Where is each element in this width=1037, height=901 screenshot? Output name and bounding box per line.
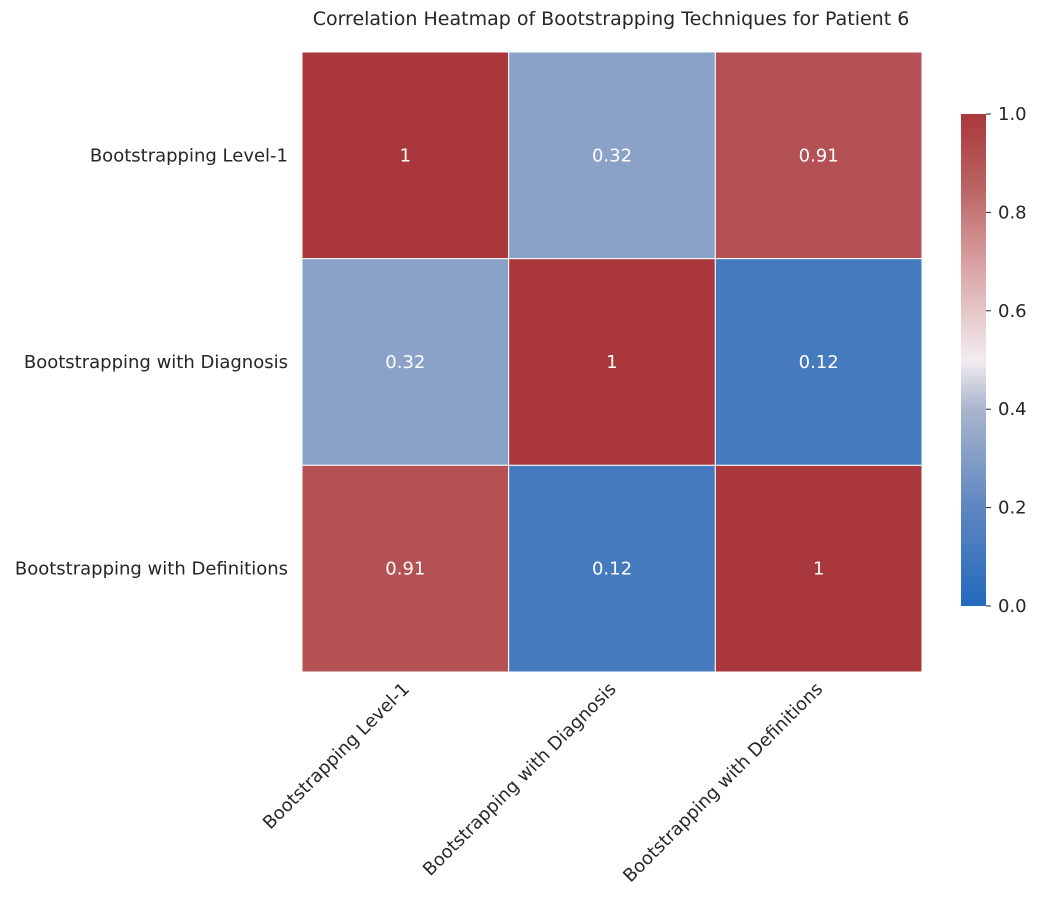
colorbar-tick-label: 0.2	[998, 498, 1027, 519]
cell-annotation: 1	[606, 352, 617, 373]
cell-annotation: 1	[813, 559, 824, 580]
column-labels: Bootstrapping Level-1 Bootstrapping with …	[259, 679, 827, 887]
row-label: Bootstrapping with Diagnosis	[24, 352, 288, 373]
heatmap-cell	[714, 51, 923, 260]
row-labels: Bootstrapping Level-1 Bootstrapping with …	[15, 145, 288, 579]
heatmap-cells	[301, 51, 923, 673]
cell-annotation: 0.32	[385, 352, 425, 373]
colorbar-tick-label: 1.0	[998, 104, 1027, 125]
heatmap-cell	[301, 464, 510, 673]
colorbar-gradient	[961, 114, 986, 606]
cell-annotation: 0.12	[799, 352, 839, 373]
heatmap-cell	[301, 258, 510, 466]
colorbar-tick-label: 0.8	[998, 202, 1027, 223]
colorbar: 0.0 0.2 0.4 0.6 0.8 1.0	[961, 104, 1027, 617]
heatmap-cell	[508, 258, 716, 466]
column-label: Bootstrapping with Definitions	[619, 679, 827, 887]
heatmap-annotations: 1 0.32 0.91 0.32 1 0.12 0.91 0.12 1	[385, 145, 838, 579]
heatmap-cell	[714, 464, 923, 673]
cell-annotation: 0.91	[385, 559, 425, 580]
colorbar-tick-label: 0.6	[998, 301, 1027, 322]
heatmap-cell	[508, 51, 716, 260]
heatmap-cell	[301, 51, 510, 260]
cell-annotation: 1	[400, 145, 411, 166]
cell-annotation: 0.12	[592, 559, 632, 580]
heatmap-cell	[508, 464, 716, 673]
row-label: Bootstrapping Level-1	[90, 145, 288, 166]
colorbar-tick-label: 0.4	[998, 399, 1027, 420]
column-label: Bootstrapping with Diagnosis	[419, 679, 621, 881]
cell-annotation: 0.91	[799, 145, 839, 166]
chart-title: Correlation Heatmap of Bootstrapping Tec…	[313, 8, 910, 30]
row-label: Bootstrapping with Definitions	[15, 559, 288, 580]
cell-annotation: 0.32	[592, 145, 632, 166]
column-label: Bootstrapping Level-1	[259, 679, 414, 834]
colorbar-tick-label: 0.0	[998, 596, 1027, 617]
heatmap-cell	[714, 258, 923, 466]
